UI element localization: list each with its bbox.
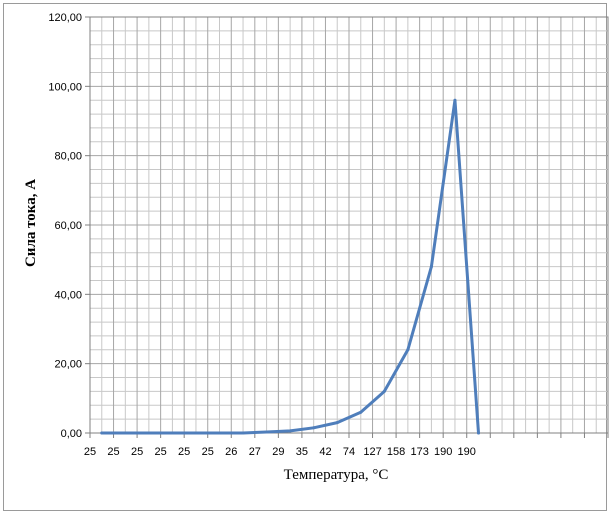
x-tick-label: 27 [249, 446, 261, 458]
data-point [170, 431, 174, 435]
data-point [406, 348, 410, 352]
y-tick-label: 80,00 [54, 151, 82, 163]
x-tick-label: 190 [458, 446, 476, 458]
y-tick-label: 60,00 [54, 220, 82, 232]
data-point [265, 430, 269, 434]
data-point [241, 431, 245, 435]
data-point [359, 410, 363, 414]
series-group [100, 98, 480, 435]
x-tick-label: 29 [272, 446, 284, 458]
data-point [335, 421, 339, 425]
chart-area [3, 3, 607, 511]
data-point [123, 431, 127, 435]
x-tick-label: 25 [131, 446, 143, 458]
x-tick-label: 74 [343, 446, 355, 458]
x-tick-label: 25 [155, 446, 167, 458]
y-tick-label: 100,00 [48, 81, 82, 93]
data-point [382, 389, 386, 393]
y-tick-label: 120,00 [48, 12, 82, 24]
data-point [288, 429, 292, 433]
x-tick-label: 25 [107, 446, 119, 458]
x-tick-label: 173 [410, 446, 428, 458]
y-tick-label: 0,00 [61, 428, 82, 440]
data-point [429, 265, 433, 269]
x-tick-label: 42 [319, 446, 331, 458]
x-tick-label: 25 [178, 446, 190, 458]
x-tick-label: 25 [84, 446, 96, 458]
x-axis-label: Температура, °С [284, 467, 389, 483]
x-axis-ticks: 25 25 25 25 25 25 26 27 29 35 42 74 127 158 173 190 190 [84, 433, 609, 458]
y-axis-ticks: 0,00 20,00 40,00 60,00 80,00 100,00 120,00 [48, 12, 90, 440]
y-axis-label: Сила тока, А [23, 179, 39, 267]
data-point [100, 431, 104, 435]
data-point [194, 431, 198, 435]
data-point [453, 98, 457, 102]
x-tick-label: 35 [296, 446, 308, 458]
data-point [147, 431, 151, 435]
data-point [218, 431, 221, 435]
major-gridlines [89, 16, 609, 434]
y-tick-label: 20,00 [54, 359, 82, 371]
x-tick-label: 190 [434, 446, 452, 458]
x-tick-label: 127 [363, 446, 381, 458]
x-tick-label: 26 [225, 446, 237, 458]
x-tick-label: 25 [202, 446, 214, 458]
x-tick-label: 158 [387, 446, 405, 458]
y-tick-label: 40,00 [54, 289, 82, 301]
data-point [477, 431, 480, 435]
data-point [312, 426, 316, 430]
